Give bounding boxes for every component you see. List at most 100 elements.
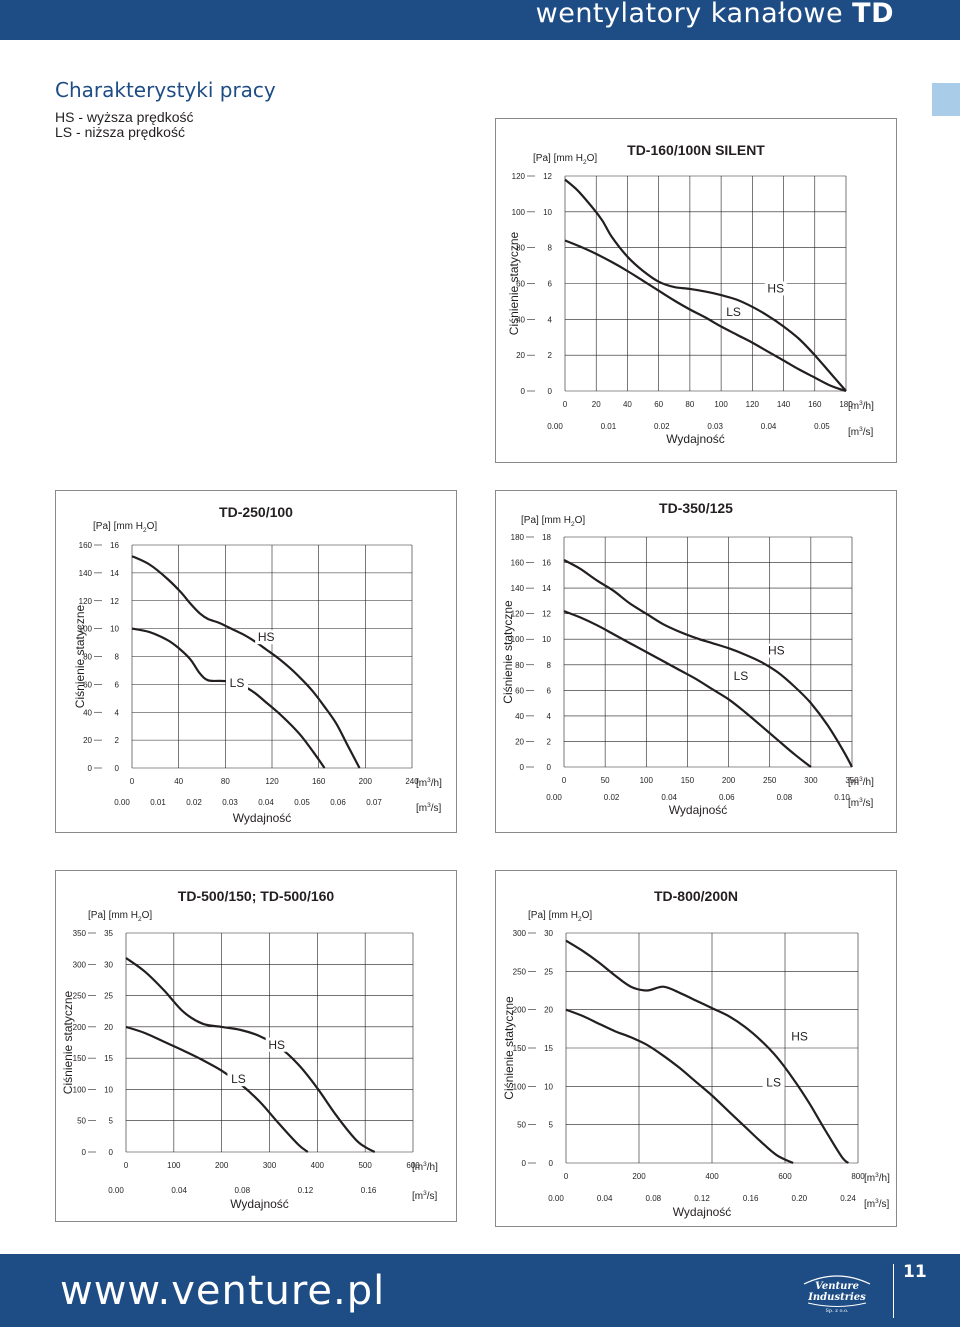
y-tick-label-pa: 60 bbox=[515, 686, 524, 695]
y-tick-label-pa: 80 bbox=[515, 661, 524, 670]
x2-unit-label: [m3/s] bbox=[864, 1198, 890, 1210]
y-tick-label-mm: 2 bbox=[548, 351, 553, 360]
y-tick-label-pa: 250 bbox=[513, 967, 527, 976]
curve-hs bbox=[563, 559, 853, 768]
footer-url[interactable]: www.venture.pl bbox=[60, 1268, 386, 1314]
y-tick-label-pa: 160 bbox=[511, 559, 525, 568]
y-tick-label-pa: 180 bbox=[511, 533, 525, 542]
y-tick-label-mm: 5 bbox=[549, 1121, 554, 1130]
y-tick-label-pa: 100 bbox=[513, 1082, 527, 1091]
y-axis-label: Ciśnienie statyczne bbox=[502, 996, 516, 1100]
x2-tick-label: 0.10 bbox=[834, 793, 850, 802]
x-tick-label: 300 bbox=[804, 776, 818, 785]
y-tick-label-pa: 0 bbox=[88, 764, 93, 773]
y-tick-label-mm: 6 bbox=[548, 280, 553, 289]
x-tick-label: 120 bbox=[746, 400, 760, 409]
y-tick-label-pa: 100 bbox=[511, 635, 525, 644]
y-tick-label-mm: 16 bbox=[110, 541, 119, 550]
x-tick-label: 0 bbox=[563, 400, 568, 409]
x-axis-label: Wydajność bbox=[673, 1205, 732, 1219]
curve-ls bbox=[563, 610, 812, 768]
x-tick-label: 400 bbox=[705, 1172, 719, 1181]
y-tick-label-mm: 0 bbox=[548, 387, 553, 396]
y-tick-label-pa: 0 bbox=[520, 763, 525, 772]
y-tick-label-pa: 40 bbox=[515, 712, 524, 721]
x-tick-label: 0 bbox=[124, 1161, 129, 1170]
pressure-unit-label: [Pa] [mm H2O] bbox=[533, 153, 597, 166]
chart-title: TD-500/150; TD-500/160 bbox=[178, 888, 335, 904]
x-tick-label: 180 bbox=[839, 400, 853, 409]
y-tick-label-pa: 60 bbox=[83, 680, 92, 689]
curve-ls bbox=[565, 1008, 794, 1165]
x-tick-label: 350 bbox=[845, 776, 859, 785]
y-tick-label-mm: 20 bbox=[544, 1006, 553, 1015]
series-label-ls: LS bbox=[766, 1075, 781, 1089]
header-title-bold: TD bbox=[852, 0, 894, 29]
y-tick-label-mm: 10 bbox=[104, 1085, 113, 1094]
series-label-bg bbox=[227, 1072, 250, 1087]
x-tick-label: 200 bbox=[632, 1172, 646, 1181]
x2-tick-label: 0.03 bbox=[707, 422, 723, 431]
y-tick-label-pa: 250 bbox=[73, 992, 87, 1001]
footer-bar: www.venture.pl Venture Industries Sp. z … bbox=[0, 1254, 960, 1327]
chart-panel-td160: TD-160/100N SILENT [Pa] [mm H2O] 0 20 40 60 80… bbox=[495, 118, 897, 463]
x2-unit-label: [m3/s] bbox=[848, 426, 874, 438]
chart-group: TD-250/100[Pa] [mm H2O]0 40 80 120 160 200 240… bbox=[73, 504, 442, 825]
x-unit-label: [m3/h] bbox=[848, 776, 874, 788]
x-tick-label: 160 bbox=[808, 400, 822, 409]
curve-ls bbox=[564, 239, 847, 393]
x2-tick-label: 0.01 bbox=[150, 798, 166, 807]
y-tick-label-mm: 6 bbox=[547, 686, 552, 695]
y-tick-label-pa: 60 bbox=[516, 280, 525, 289]
x-tick-label: 200 bbox=[722, 776, 736, 785]
y-tick-label-mm: 4 bbox=[547, 712, 552, 721]
y-tick-label-pa: 20 bbox=[515, 737, 524, 746]
y-tick-label-mm: 15 bbox=[544, 1044, 553, 1053]
y-tick-label-pa: 120 bbox=[79, 597, 93, 606]
y-tick-label-pa: 300 bbox=[73, 960, 87, 969]
y-tick-label-mm: 14 bbox=[542, 584, 551, 593]
chart-panel-td250: TD-250/100 [Pa] [mm H2O] 0 40 80 120 160 200 240… bbox=[55, 490, 457, 833]
chart-title: TD-800/200N bbox=[654, 888, 738, 904]
chart-group: TD-500/150; TD-500/160[Pa] [mm H2O]0 100 2… bbox=[61, 888, 438, 1211]
chart-title: TD-250/100 bbox=[219, 504, 293, 520]
x2-tick-label: 0.24 bbox=[840, 1194, 856, 1203]
x-tick-label: 140 bbox=[777, 400, 791, 409]
x2-tick-label: 0.00 bbox=[548, 1194, 564, 1203]
y-tick-label-mm: 0 bbox=[549, 1159, 554, 1168]
x2-tick-label: 0.01 bbox=[601, 422, 617, 431]
x-unit-label: [m3/h] bbox=[864, 1172, 890, 1184]
header-bar: wentylatory kanałowe TD bbox=[0, 0, 960, 40]
series-label-bg bbox=[722, 304, 745, 319]
x-tick-label: 0 bbox=[564, 1172, 569, 1181]
chart-group: TD-160/100N SILENT[Pa] [mm H2O]0 20 40 60 80… bbox=[507, 142, 874, 446]
y-tick-label-mm: 2 bbox=[547, 737, 552, 746]
series-label-bg bbox=[729, 669, 752, 684]
chart-td250: TD-250/100[Pa] [mm H2O]0 40 80 120 160 200 240… bbox=[73, 504, 442, 825]
pressure-unit-label: [Pa] [mm H2O] bbox=[528, 910, 592, 923]
y-tick-label-pa: 120 bbox=[511, 610, 525, 619]
x2-tick-label: 0.06 bbox=[330, 798, 346, 807]
x-tick-label: 500 bbox=[358, 1161, 372, 1170]
x-tick-label: 20 bbox=[592, 400, 601, 409]
x2-tick-label: 0.00 bbox=[114, 798, 130, 807]
y-tick-label-pa: 100 bbox=[512, 208, 526, 217]
x2-tick-label: 0.08 bbox=[777, 793, 793, 802]
logo-line2: Industries bbox=[807, 1292, 866, 1303]
chart-panel-td800: TD-800/200N [Pa] [mm H2O] 0 200 400 600 800 0 0 5… bbox=[495, 870, 897, 1227]
curve-hs bbox=[131, 555, 361, 769]
header-title: wentylatory kanałowe TD bbox=[536, 0, 894, 29]
header-title-text: wentylatory kanałowe bbox=[535, 0, 844, 29]
chart-panel-td350: TD-350/125 [Pa] [mm H2O] 0 50 100 150 200 250 30… bbox=[495, 490, 897, 833]
y-tick-label-mm: 12 bbox=[110, 597, 119, 606]
y-tick-label-pa: 80 bbox=[83, 653, 92, 662]
curve-hs bbox=[125, 957, 376, 1153]
x-axis-label: Wydajność bbox=[666, 432, 725, 446]
x-tick-label: 400 bbox=[311, 1161, 325, 1170]
legend-ls: LS - niższa prędkość bbox=[55, 124, 185, 140]
series-label-bg bbox=[765, 643, 788, 658]
x2-tick-label: 0.04 bbox=[661, 793, 677, 802]
y-tick-label-mm: 4 bbox=[548, 315, 553, 324]
y-tick-label-pa: 200 bbox=[73, 1023, 87, 1032]
curve-ls bbox=[125, 1025, 309, 1153]
